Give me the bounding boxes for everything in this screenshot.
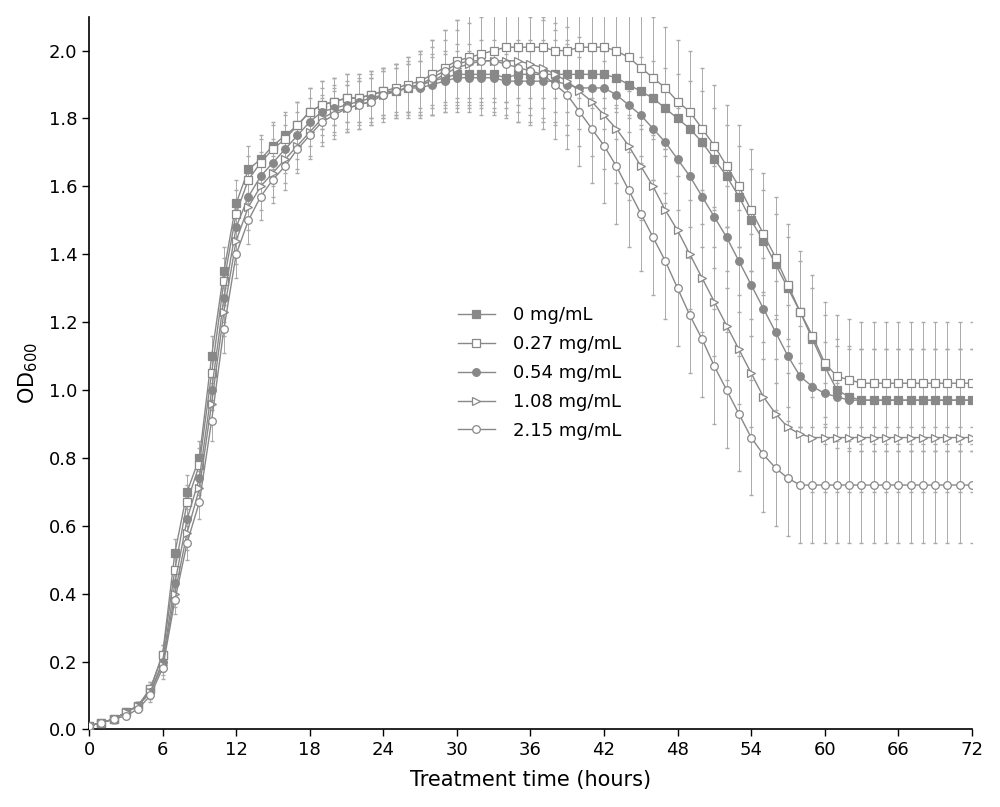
Y-axis label: OD$_{600}$: OD$_{600}$ <box>17 342 40 404</box>
X-axis label: Treatment time (hours): Treatment time (hours) <box>410 771 651 790</box>
Legend: 0 mg/mL, 0.27 mg/mL, 0.54 mg/mL, 1.08 mg/mL, 2.15 mg/mL: 0 mg/mL, 0.27 mg/mL, 0.54 mg/mL, 1.08 mg… <box>451 299 628 447</box>
